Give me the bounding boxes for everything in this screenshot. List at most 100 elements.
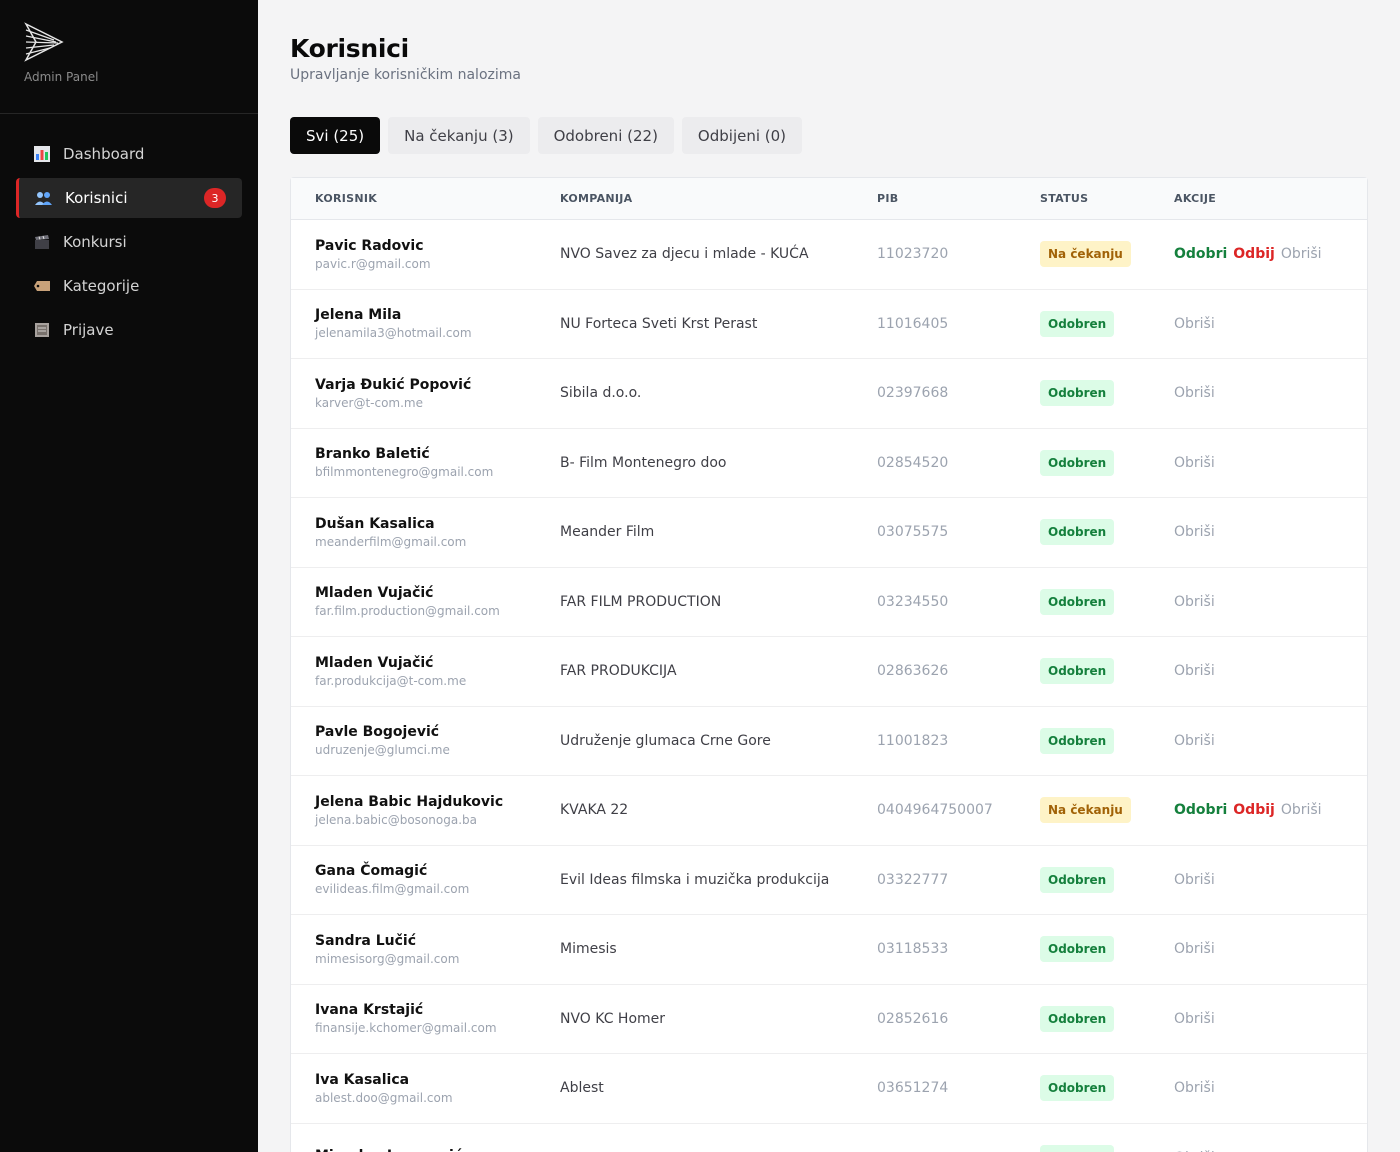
actions-cell: Odobri Odbij Obriši <box>1174 246 1367 262</box>
company-cell: Mimesis <box>560 941 617 958</box>
reject-button[interactable]: Odbij <box>1233 802 1275 819</box>
sidebar-nav: Dashboard Korisnici 3 Konkursi Kategorij… <box>0 114 258 350</box>
table-body: Pavic Radovic pavic.r@gmail.com NVO Savez … <box>291 220 1367 1152</box>
user-cell: Iva Kasalica ablest.doo@gmail.com <box>291 1072 560 1105</box>
delete-button[interactable]: Obriši <box>1174 1080 1215 1097</box>
table-row: Mladen Vujačić far.produkcija@t-com.me FAR… <box>291 637 1367 707</box>
actions-cell: Obriši <box>1174 455 1367 471</box>
delete-button[interactable]: Obriši <box>1174 1150 1215 1152</box>
delete-button[interactable]: Obriši <box>1174 941 1215 958</box>
delete-button[interactable]: Obriši <box>1174 1010 1215 1027</box>
user-name: Pavle Bogojević <box>315 724 440 741</box>
delete-button[interactable]: Obriši <box>1174 663 1215 680</box>
user-name: Mladen Vujačić <box>315 585 434 602</box>
user-email: jelenamila3@hotmail.com <box>315 326 472 341</box>
column-header-pib: PIB <box>877 192 899 205</box>
actions-cell: Obriši <box>1174 663 1367 679</box>
user-cell: Pavic Radovic pavic.r@gmail.com <box>291 238 560 271</box>
logo-icon <box>24 22 64 62</box>
brand-subtitle: Admin Panel <box>24 70 99 84</box>
user-name: Miroslav Jovanović <box>315 1148 560 1152</box>
company-cell: FAR PRODUKCIJA <box>560 663 677 680</box>
user-cell: Ivana Krstajić finansije.kchomer@gmail.co… <box>291 1002 560 1035</box>
delete-button[interactable]: Obriši <box>1174 385 1215 402</box>
status-badge: Na čekanju <box>1040 797 1131 824</box>
user-email: jelena.babic@bosonoga.ba <box>315 812 477 827</box>
user-email: far.produkcija@t-com.me <box>315 673 467 688</box>
company-cell: Meander Film <box>560 524 655 541</box>
user-cell: Sandra Lučić mimesisorg@gmail.com <box>291 933 560 966</box>
user-email: ablest.doo@gmail.com <box>315 1090 453 1105</box>
page-title: Korisnici <box>290 34 409 63</box>
company-cell: Udruženje glumaca Crne Gore <box>560 732 771 749</box>
actions-cell: Obriši <box>1174 316 1367 332</box>
delete-button[interactable]: Obriši <box>1174 454 1215 471</box>
tab-all[interactable]: Svi (25) <box>290 117 381 154</box>
user-email: finansije.kchomer@gmail.com <box>315 1021 497 1036</box>
filter-tabs: Svi (25) Na čekanju (3) Odobreni (22) Od… <box>290 117 1368 154</box>
users-table: KORISNIK KOMPANIJA PIB STATUS AKCIJE Pav… <box>290 177 1368 1152</box>
user-name: Gana Čomagić <box>315 863 428 880</box>
user-name: Sandra Lučić <box>315 932 417 949</box>
delete-button[interactable]: Obriši <box>1174 593 1215 610</box>
sidebar-item-dashboard[interactable]: Dashboard <box>16 134 242 174</box>
user-cell: Gana Čomagić evilideas.film@gmail.com <box>291 863 560 896</box>
table-row: Ivana Krstajić finansije.kchomer@gmail.co… <box>291 985 1367 1054</box>
users-icon <box>34 190 54 206</box>
pib-cell: 0404964750007 <box>877 802 993 819</box>
actions-cell: Obriši <box>1174 1011 1367 1027</box>
pib-cell: 03075575 <box>877 524 949 541</box>
status-badge: Odobren <box>1040 519 1115 546</box>
table-row: Mladen Vujačić far.film.production@gmail.… <box>291 568 1367 637</box>
delete-button[interactable]: Obriši <box>1174 871 1215 888</box>
tab-rejected[interactable]: Odbijeni (0) <box>681 117 803 154</box>
status-cell: Odobren <box>1040 866 1174 893</box>
sidebar-item-label: Konkursi <box>63 233 127 251</box>
table-row: Pavle Bogojević udruzenje@glumci.me Udruže… <box>291 707 1367 776</box>
user-email: udruzenje@glumci.me <box>315 743 450 758</box>
table-header: KORISNIK KOMPANIJA PIB STATUS AKCIJE <box>291 178 1367 220</box>
column-header-user: KORISNIK <box>315 192 378 205</box>
user-email: mimesisorg@gmail.com <box>315 951 460 966</box>
column-header-company: KOMPANIJA <box>560 192 633 205</box>
user-email: far.film.production@gmail.com <box>315 604 500 619</box>
approve-button[interactable]: Odobri <box>1174 246 1228 263</box>
user-cell: Mladen Vujačić far.film.production@gmail.… <box>291 585 560 618</box>
table-row: Dušan Kasalica meanderfilm@gmail.com Meand… <box>291 498 1367 568</box>
pib-cell: 11023720 <box>877 246 949 263</box>
sidebar-item-label: Kategorije <box>63 277 140 295</box>
sidebar-item-prijave[interactable]: Prijave <box>16 310 242 350</box>
user-email: karver@t-com.me <box>315 395 423 410</box>
user-cell: Varja Đukić Popović karver@t-com.me <box>291 377 560 410</box>
actions-cell: Obriši <box>1174 872 1367 888</box>
table-row: Jelena Mila jelenamila3@hotmail.com NU For… <box>291 290 1367 359</box>
sidebar-item-korisnici[interactable]: Korisnici 3 <box>16 178 242 218</box>
sidebar-item-label: Dashboard <box>63 145 145 163</box>
company-cell: Sibila d.o.o. <box>560 385 642 402</box>
tab-pending[interactable]: Na čekanju (3) <box>388 117 530 154</box>
tab-approved[interactable]: Odobreni (22) <box>537 117 674 154</box>
delete-button[interactable]: Obriši <box>1174 315 1215 332</box>
company-cell: Ablest <box>560 1080 604 1097</box>
status-badge: Na čekanju <box>1040 241 1131 268</box>
table-row: Gana Čomagić evilideas.film@gmail.com Evil… <box>291 846 1367 915</box>
sidebar-item-konkursi[interactable]: Konkursi <box>16 222 242 262</box>
reject-button[interactable]: Odbij <box>1233 246 1275 263</box>
status-badge: Odobren <box>1040 310 1115 337</box>
status-badge: Odobren <box>1040 727 1115 754</box>
delete-button[interactable]: Obriši <box>1280 246 1322 263</box>
sidebar-item-kategorije[interactable]: Kategorije <box>16 266 242 306</box>
user-name: Ivana Krstajić <box>315 1002 424 1019</box>
delete-button[interactable]: Obriši <box>1174 524 1215 541</box>
delete-button[interactable]: Obriši <box>1174 732 1215 749</box>
approve-button[interactable]: Odobri <box>1174 802 1228 819</box>
user-email: evilideas.film@gmail.com <box>315 882 470 897</box>
company-cell: KVAKA 22 <box>560 802 629 819</box>
user-cell: Mladen Vujačić far.produkcija@t-com.me <box>291 655 560 688</box>
actions-cell: Obriši <box>1174 524 1367 540</box>
sidebar-item-label: Prijave <box>63 321 114 339</box>
delete-button[interactable]: Obriši <box>1280 802 1322 819</box>
brand: Admin Panel <box>0 0 258 114</box>
company-cell: NVO KC Homer <box>560 1010 666 1027</box>
status-badge: Odobren <box>1040 1144 1115 1152</box>
